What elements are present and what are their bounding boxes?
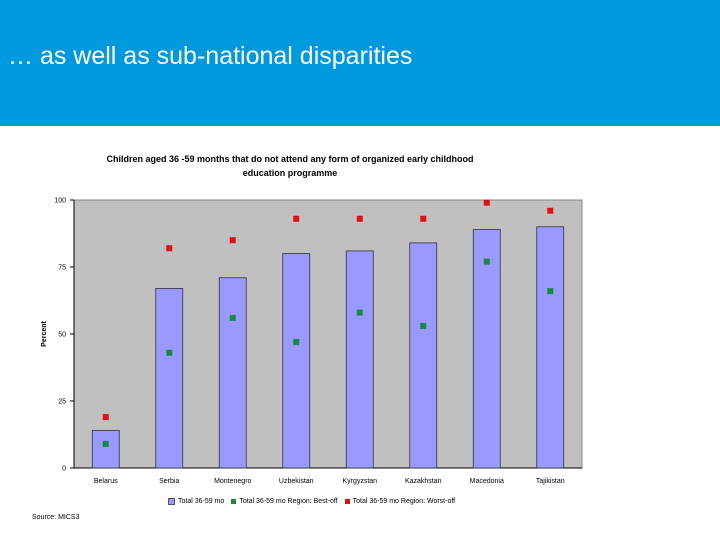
legend-item-worst-off: Total 36-59 mo Region: Worst-off xyxy=(344,498,456,505)
slide-title: … as well as sub-national disparities xyxy=(8,42,413,70)
bar-uzbekistan xyxy=(282,253,311,469)
worst-off-marker-belarus xyxy=(102,414,109,421)
x-tick-label: Macedonia xyxy=(470,478,504,485)
best-off-marker-belarus xyxy=(102,440,109,447)
y-axis-label: Percent xyxy=(41,320,48,346)
legend-label-total: Total 36-59 mo xyxy=(178,498,225,505)
x-tick-label: Uzbekistan xyxy=(279,478,314,485)
bar-kazakhstan xyxy=(409,242,438,469)
x-tick-label: Kazakhstan xyxy=(405,478,442,485)
chart-title-line-2: education programme xyxy=(242,168,338,178)
y-tick-label: 25 xyxy=(58,399,66,406)
worst-off-marker-serbia xyxy=(166,245,173,252)
legend-item-total: Total 36-59 mo xyxy=(168,498,224,505)
bar-kyrgyzstan xyxy=(345,250,374,469)
worst-off-marker-macedonia xyxy=(483,199,490,206)
bar-tajikistan xyxy=(536,226,565,469)
x-tick-label: Belarus xyxy=(94,478,118,485)
bar-montenegro xyxy=(218,277,247,469)
best-off-marker-serbia xyxy=(166,349,173,356)
best-off-marker-kyrgyzstan xyxy=(356,309,363,316)
worst-off-marker-montenegro xyxy=(229,237,236,244)
bar-macedonia xyxy=(472,229,501,469)
chart-title-line-1: Children aged 36 -59 months that do not … xyxy=(106,154,474,164)
source-note: Source: MICS3 xyxy=(32,514,80,521)
legend-label-worst-off: Total 36-59 mo Region: Worst-off xyxy=(352,498,456,505)
chart-legend: Total 36-59 mo Total 36-59 mo Region: Be… xyxy=(168,498,455,505)
x-tick-label: Serbia xyxy=(159,478,179,485)
worst-off-marker-tajikistan xyxy=(547,207,554,214)
worst-off-marker-kazakhstan xyxy=(420,215,427,222)
x-tick-label: Tajikistan xyxy=(536,478,565,485)
best-off-marker-montenegro xyxy=(229,314,236,321)
plot-area xyxy=(73,199,583,469)
legend-swatch-worst-off xyxy=(344,499,350,504)
legend-swatch-total xyxy=(168,498,175,505)
x-tick-label: Montenegro xyxy=(214,478,251,485)
legend-item-best-off: Total 36-59 mo Region: Best-off xyxy=(231,498,338,505)
y-tick-label: 0 xyxy=(62,466,66,473)
best-off-marker-tajikistan xyxy=(547,288,554,295)
legend-label-best-off: Total 36-59 mo Region: Best-off xyxy=(239,498,338,505)
legend-swatch-best-off xyxy=(231,499,237,504)
x-tick-label: Kyrgyzstan xyxy=(342,478,377,485)
chart-title: Children aged 36 -59 months that do not … xyxy=(60,152,520,180)
worst-off-marker-kyrgyzstan xyxy=(356,215,363,222)
y-tick-label: 75 xyxy=(58,265,66,272)
best-off-marker-kazakhstan xyxy=(420,322,427,329)
y-tick-label: 100 xyxy=(54,198,66,205)
best-off-marker-macedonia xyxy=(483,258,490,265)
bar-belarus xyxy=(91,430,120,469)
best-off-marker-uzbekistan xyxy=(293,339,300,346)
title-banner: … as well as sub-national disparities xyxy=(0,0,720,126)
y-tick-label: 50 xyxy=(58,332,66,339)
bar-serbia xyxy=(155,288,184,469)
worst-off-marker-uzbekistan xyxy=(293,215,300,222)
